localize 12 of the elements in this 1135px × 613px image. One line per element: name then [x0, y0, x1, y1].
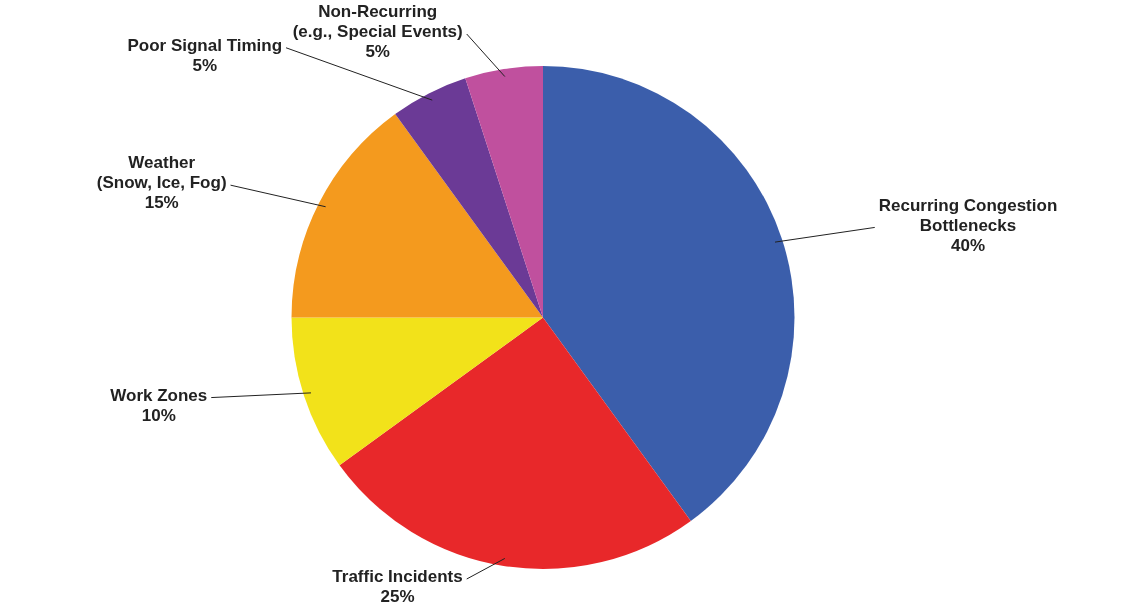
data-label: 40%: [951, 235, 986, 255]
slice-label: Recurring Congestion Bottlenecks: [878, 195, 1058, 235]
slice-label: Work Zones: [110, 385, 208, 405]
slice-label: Poor Signal Timing: [127, 35, 283, 55]
data-label: 5%: [365, 42, 390, 62]
data-label: 25%: [380, 587, 415, 607]
data-label: 15%: [144, 193, 179, 213]
data-label: 5%: [192, 55, 218, 75]
data-label: 10%: [141, 405, 176, 425]
slice-label: Non-Recurring (e.g., Special Events): [292, 2, 463, 42]
slice-label: Weather (Snow, Ice, Fog): [96, 153, 227, 193]
slice-label: Traffic Incidents: [332, 567, 463, 587]
